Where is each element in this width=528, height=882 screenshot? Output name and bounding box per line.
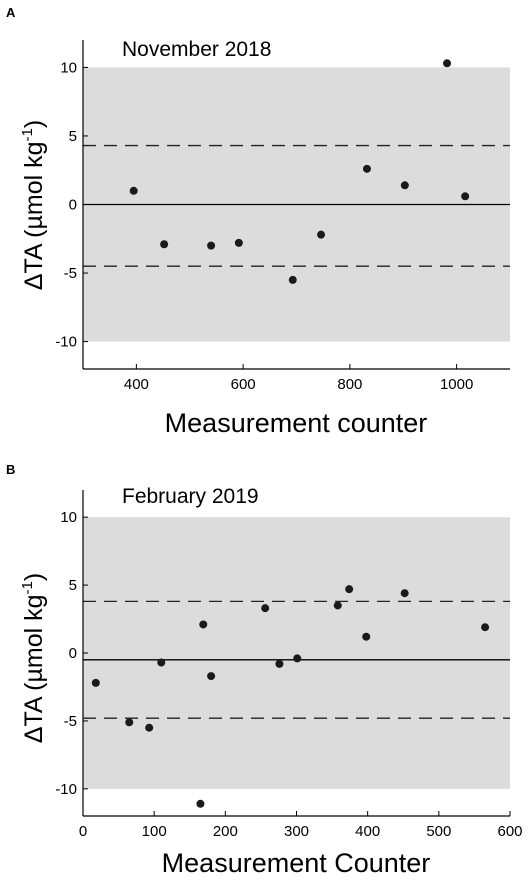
panel-a-y-tick-label: 10 — [60, 59, 77, 76]
panel-b-data-point — [157, 658, 166, 667]
panel-a-data-point — [362, 164, 371, 173]
panel-a-data-point — [461, 192, 470, 201]
panel-a-data-point — [288, 275, 297, 284]
panel-b-x-tick-label: 400 — [355, 823, 380, 840]
panel-b-data-point — [196, 799, 205, 808]
panel-b-x-tick-label: 500 — [426, 823, 451, 840]
panel-b-data-point — [199, 620, 208, 629]
panel-b-y-axis-label: ΔTA (µmol kg-1) — [19, 573, 48, 743]
panel-a: A 10 5 0 -5 -10 400 600 800 1000 November 2018 M… — [6, 5, 510, 438]
panel-a-data-point — [234, 238, 243, 247]
panel-a-data-point — [129, 186, 138, 195]
panel-a-y-tick-label: -5 — [64, 265, 77, 282]
panel-b-x-tick-label: 0 — [79, 823, 87, 840]
panel-b-y-axis-label-main: ΔTA (µmol kg — [20, 594, 48, 743]
panel-b-y-tick-label: 10 — [60, 509, 77, 526]
panel-a-x-tick-label: 400 — [124, 376, 149, 393]
panel-a-y-tick-label: 0 — [69, 197, 77, 214]
panel-b-data-point — [261, 604, 270, 613]
panel-b-data-point — [91, 678, 100, 687]
panel-a-letter: A — [6, 5, 16, 20]
panel-b-y-axis-label-sup: -1 — [19, 581, 36, 594]
panel-a-x-tick-label: 800 — [337, 376, 362, 393]
panel-b-x-tick-label: 600 — [497, 823, 522, 840]
panel-b-y-tick-label: 5 — [69, 577, 77, 594]
panel-a-y-tick-label: -10 — [55, 334, 77, 351]
panel-a-annotation: November 2018 — [122, 38, 271, 61]
panel-b-data-point — [275, 659, 284, 668]
panel-a-y-axis-label-main: ΔTA (µmol kg — [20, 141, 48, 290]
panel-b-data-point — [145, 723, 154, 732]
panel-b-data-point — [333, 601, 342, 610]
panel-a-y-tick-label: 5 — [69, 128, 77, 145]
panel-a-x-axis-label: Measurement counter — [165, 408, 428, 438]
panel-a-data-point — [443, 59, 452, 68]
panel-b-x-axis-label: Measurement Counter — [162, 848, 431, 878]
panel-b-annotation: February 2019 — [122, 485, 259, 508]
panel-a-data-point — [207, 241, 216, 250]
panel-b-letter: B — [6, 462, 15, 477]
panel-b: B 10 5 0 -5 -10 0 100 200 300 400 500 600 February … — [6, 462, 523, 878]
panel-a-x-tick-label: 600 — [231, 376, 256, 393]
panel-b-x-tick-label: 100 — [142, 823, 167, 840]
panel-b-data-point — [362, 632, 371, 641]
panel-a-data-point — [317, 230, 326, 239]
panel-b-data-point — [345, 585, 354, 594]
panel-b-data-point — [293, 654, 302, 663]
panel-b-y-tick-label: -5 — [64, 713, 77, 730]
panel-b-x-tick-label: 300 — [284, 823, 309, 840]
panel-b-data-point — [207, 672, 216, 681]
panel-b-data-point — [125, 718, 134, 727]
panel-b-data-point — [400, 589, 409, 598]
panel-a-plot: 10 5 0 -5 -10 400 600 800 1000 — [55, 40, 510, 393]
panel-a-y-axis-label: ΔTA (µmol kg-1) — [19, 120, 48, 290]
panel-b-y-tick-label: 0 — [69, 645, 77, 662]
panel-a-y-axis-label-close: ) — [20, 120, 48, 128]
panel-a-data-point — [160, 240, 169, 249]
panel-b-x-tick-label: 200 — [213, 823, 238, 840]
panel-b-data-point — [481, 623, 490, 632]
panel-a-x-tick-label: 1000 — [440, 376, 473, 393]
panel-a-data-point — [400, 181, 409, 190]
panel-b-y-tick-label: -10 — [55, 781, 77, 798]
panel-a-y-axis-label-sup: -1 — [19, 128, 36, 141]
panel-b-shaded-band — [83, 517, 510, 789]
panel-b-y-axis-label-close: ) — [20, 573, 48, 581]
panel-b-plot: 10 5 0 -5 -10 0 100 200 300 400 500 600 — [55, 490, 523, 840]
